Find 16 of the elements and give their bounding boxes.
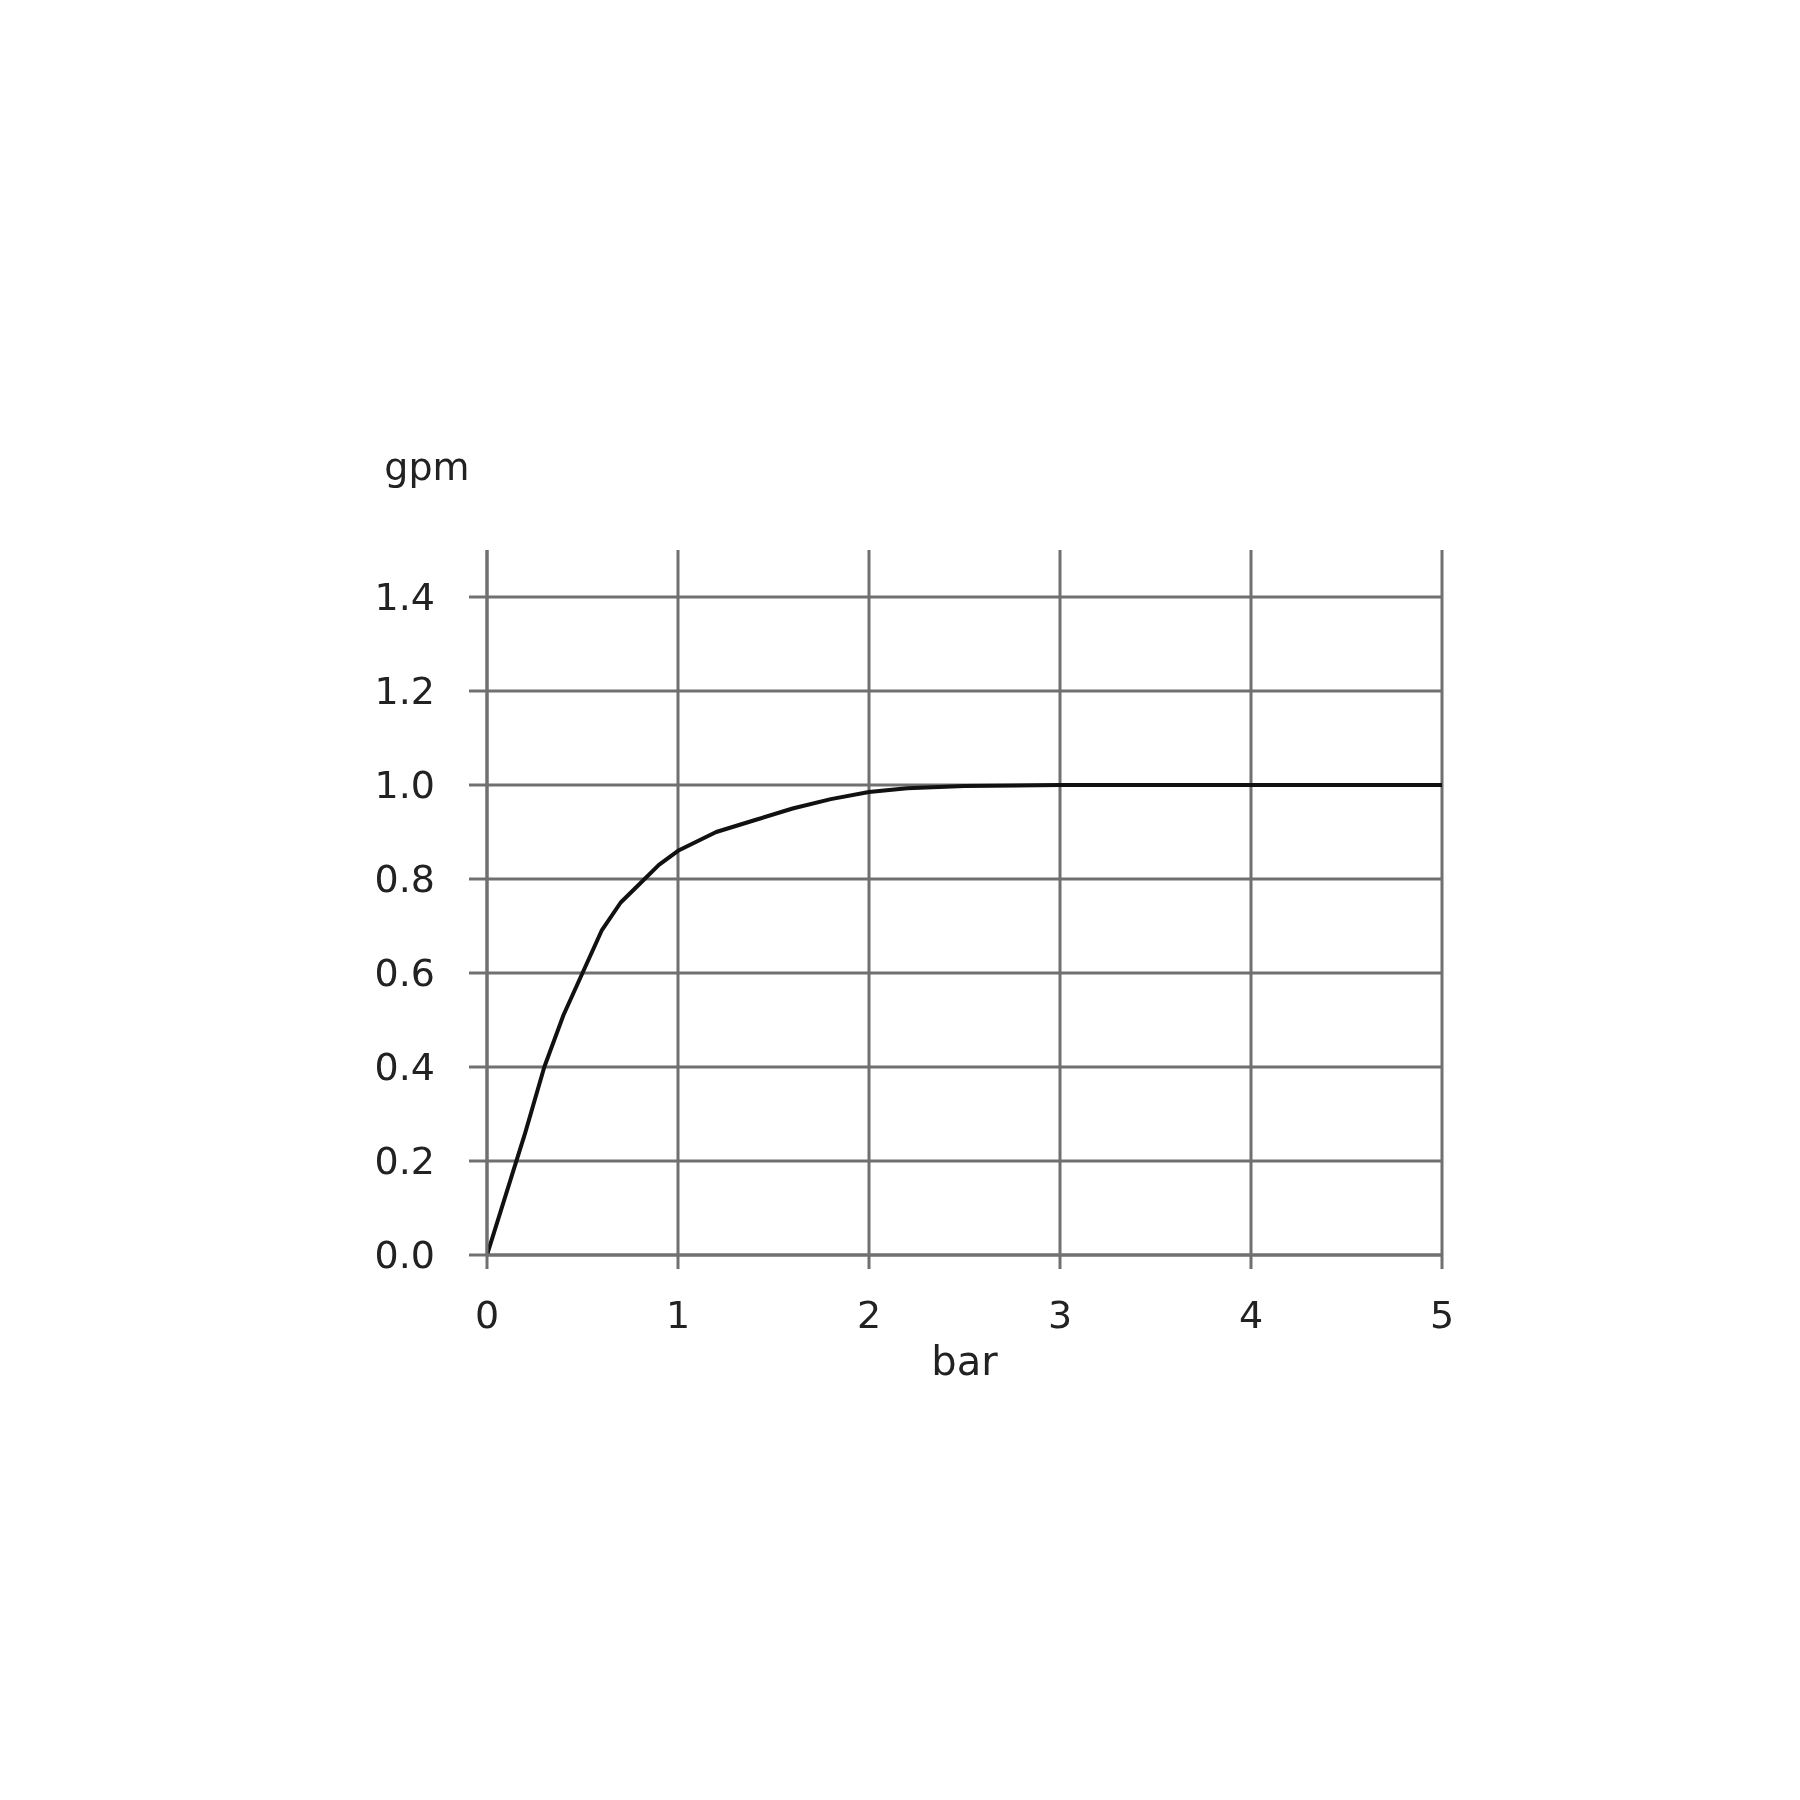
y-tick-label: 0.4 (374, 1045, 435, 1090)
y-tick-label: 0.0 (374, 1233, 435, 1278)
x-tick-label: 5 (1429, 1292, 1455, 1337)
x-tick-label: 4 (1238, 1292, 1264, 1337)
y-tick-label: 0.6 (374, 951, 435, 996)
x-tick-label: 1 (665, 1292, 691, 1337)
y-tick-label: 0.8 (374, 857, 435, 902)
y-tick-label: 1.0 (374, 763, 435, 808)
x-tick-label: 2 (856, 1292, 882, 1337)
x-tick-label: 0 (474, 1292, 500, 1337)
y-tick-label: 1.4 (374, 575, 435, 620)
y-tick-label: 1.2 (374, 669, 435, 714)
x-tick-label: 3 (1047, 1292, 1073, 1337)
x-axis-title: bar (931, 1338, 999, 1384)
y-tick-label: 0.2 (374, 1139, 435, 1184)
y-axis-title: gpm (384, 445, 470, 489)
